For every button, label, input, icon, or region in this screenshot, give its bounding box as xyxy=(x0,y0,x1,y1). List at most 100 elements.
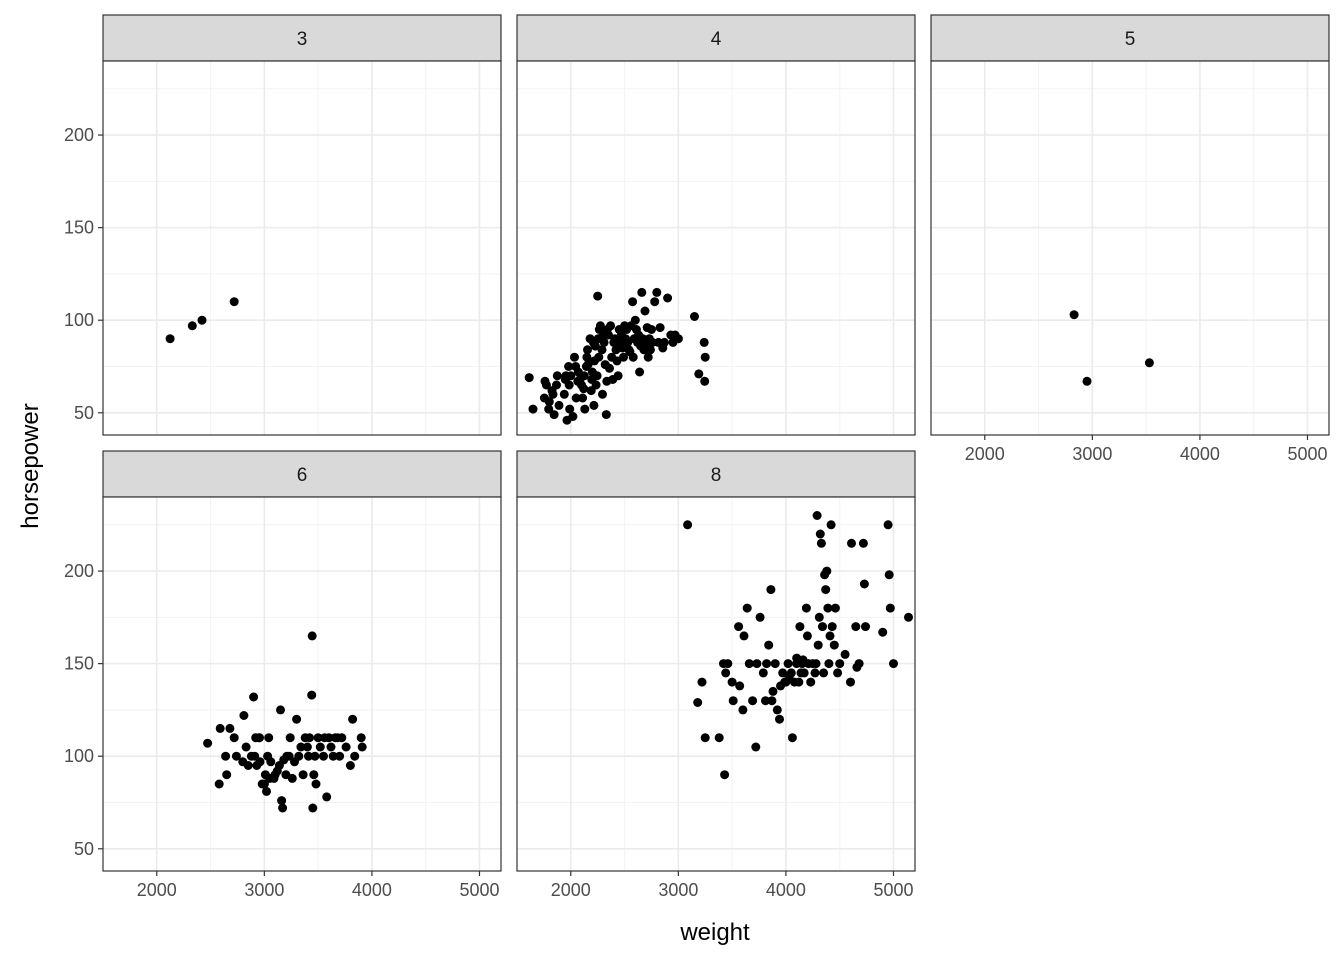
points xyxy=(524,287,710,425)
y-tick-label: 100 xyxy=(64,746,94,766)
data-point xyxy=(259,779,269,789)
data-point xyxy=(197,315,207,325)
data-point xyxy=(292,714,302,724)
data-point xyxy=(307,631,317,641)
data-point xyxy=(854,659,864,669)
data-point xyxy=(337,733,347,743)
data-point xyxy=(335,751,345,761)
data-point xyxy=(699,337,709,347)
data-point xyxy=(266,757,276,767)
data-point xyxy=(309,770,319,780)
data-point xyxy=(840,649,850,659)
data-point xyxy=(833,668,843,678)
data-point xyxy=(802,631,812,641)
y-tick-label: 200 xyxy=(64,125,94,145)
data-point xyxy=(884,570,894,580)
data-point xyxy=(544,397,554,407)
data-point xyxy=(597,345,607,355)
panel-border xyxy=(102,60,502,436)
gridlines xyxy=(517,61,915,435)
x-tick-label: 3000 xyxy=(244,880,284,900)
facet-strip xyxy=(102,450,502,498)
data-point xyxy=(783,659,793,669)
data-point xyxy=(655,323,665,333)
data-point xyxy=(231,751,241,761)
data-point xyxy=(619,352,628,362)
data-point xyxy=(214,779,224,789)
data-point xyxy=(203,738,213,748)
data-point xyxy=(287,773,297,783)
data-point xyxy=(326,742,336,752)
data-point xyxy=(830,603,840,613)
data-point xyxy=(739,631,749,641)
data-point xyxy=(829,640,839,650)
data-point xyxy=(861,622,870,632)
y-tick-label: 150 xyxy=(64,654,94,674)
y-tick-label: 50 xyxy=(74,839,94,859)
data-point xyxy=(635,367,645,377)
facet-panel-8: 8 2000 3000 4000 5000 xyxy=(516,450,916,900)
data-point xyxy=(823,603,833,613)
data-point xyxy=(1144,358,1154,368)
data-point xyxy=(606,321,616,331)
data-point xyxy=(284,751,294,761)
data-point xyxy=(723,659,733,669)
data-point xyxy=(187,321,197,331)
data-point xyxy=(799,668,809,678)
x-axis-title: weight xyxy=(679,919,750,946)
data-point xyxy=(824,659,834,669)
data-point xyxy=(324,733,334,743)
gridlines xyxy=(931,61,1329,435)
data-point xyxy=(846,677,855,687)
data-point xyxy=(663,293,673,303)
data-point xyxy=(650,297,660,307)
data-point xyxy=(847,538,856,548)
facet-panel-5: 5 2000 3000 4000 5000 xyxy=(930,14,1330,464)
data-point xyxy=(827,622,837,632)
data-point xyxy=(755,612,765,622)
data-point xyxy=(883,520,893,530)
y-tick-label: 100 xyxy=(64,310,94,330)
data-point xyxy=(694,369,704,379)
data-point xyxy=(652,287,662,297)
data-point xyxy=(628,297,638,307)
data-point xyxy=(350,751,360,761)
x-tick-label: 2000 xyxy=(965,444,1005,464)
y-tick-label: 150 xyxy=(64,218,94,238)
data-point xyxy=(304,751,313,761)
data-point xyxy=(264,733,274,743)
facet-strip xyxy=(516,450,916,498)
data-point xyxy=(758,668,768,678)
y-axis-title: horsepower xyxy=(17,403,44,528)
data-point xyxy=(165,334,175,344)
data-point xyxy=(768,686,778,696)
facet-panel-3: 3 50 100 150 200 xyxy=(64,14,502,436)
plot-background xyxy=(103,61,501,435)
data-point xyxy=(276,705,285,715)
facet-strip-label: 8 xyxy=(711,465,722,486)
data-point xyxy=(307,690,317,700)
data-point xyxy=(810,668,820,678)
plot-background xyxy=(103,497,501,871)
data-point xyxy=(637,287,647,297)
data-point xyxy=(772,705,782,715)
facet-strip xyxy=(930,14,1330,62)
points xyxy=(1069,310,1154,386)
data-point xyxy=(311,779,321,789)
data-point xyxy=(748,696,758,706)
data-point xyxy=(858,538,868,548)
data-point xyxy=(599,337,609,347)
facet-strip-label: 6 xyxy=(297,465,308,486)
data-point xyxy=(559,389,569,399)
data-point xyxy=(249,692,259,702)
data-point xyxy=(822,566,832,576)
data-point xyxy=(734,622,744,632)
data-point xyxy=(222,770,232,780)
data-point xyxy=(579,371,589,381)
data-point xyxy=(262,786,271,796)
data-point xyxy=(255,757,265,767)
data-point xyxy=(643,352,653,362)
data-point xyxy=(825,631,835,641)
x-tick-label: 4000 xyxy=(352,880,392,900)
x-tick-label: 4000 xyxy=(1180,444,1220,464)
